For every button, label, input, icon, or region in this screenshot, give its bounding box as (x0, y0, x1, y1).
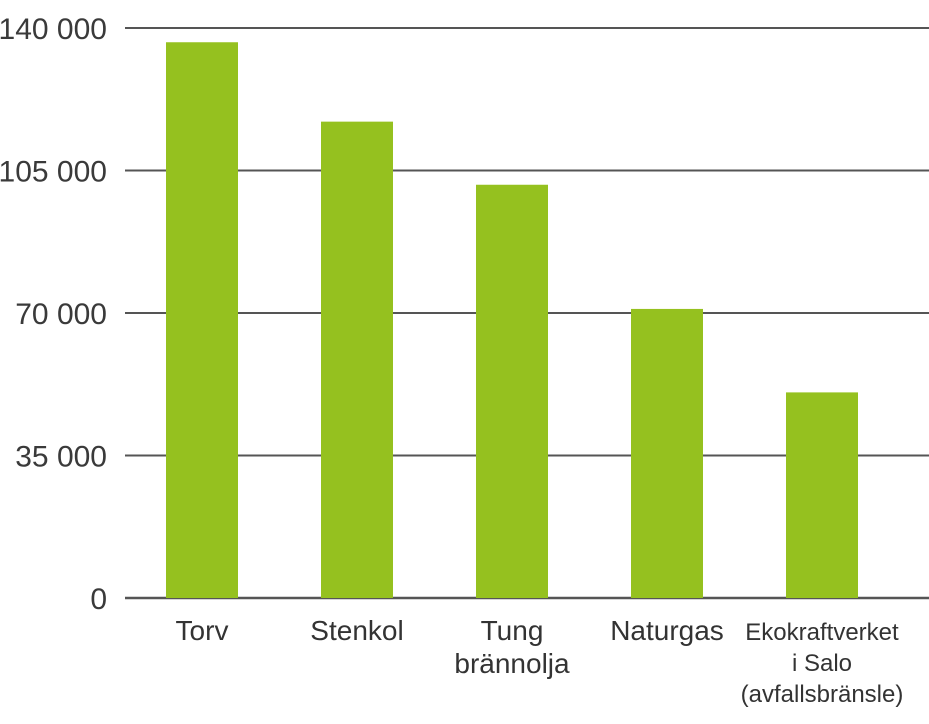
x-category-label-line: Ekokraftverket (745, 619, 899, 646)
bar (631, 308, 703, 598)
y-tick-label: 70 000 (15, 298, 107, 331)
bars (166, 42, 858, 599)
bar (476, 184, 548, 598)
x-category-label-line: (avfallsbränsle) (741, 681, 904, 708)
x-category-label-line: i Salo (792, 650, 852, 677)
y-tick-label: 35 000 (15, 441, 107, 474)
x-category-label: Torv (176, 615, 229, 646)
bar (786, 392, 858, 598)
x-category-label: Naturgas (610, 615, 724, 646)
y-tick-label: 0 (90, 583, 107, 616)
y-axis-tick-labels: 0 35 000 70 000 105 000 140 000 (0, 13, 107, 616)
x-category-label: Stenkol (310, 615, 403, 646)
y-tick-label: 105 000 (0, 156, 107, 189)
x-category-label: Tung brännolja (454, 615, 570, 679)
x-category-label-line: Torv (176, 615, 229, 646)
x-category-label-line: Naturgas (610, 615, 724, 646)
x-category-label-line: brännolja (454, 648, 570, 679)
x-axis-category-labels: Torv Stenkol Tung brännolja Naturgas Ekokraft… (176, 615, 904, 708)
x-category-label-line: Tung (481, 615, 544, 646)
bar (321, 121, 393, 599)
x-category-label-line: Stenkol (310, 615, 403, 646)
bar (166, 42, 238, 598)
x-category-label: Ekokraftverket i Salo (avfallsbränsle) (741, 619, 904, 708)
y-tick-label: 140 000 (0, 13, 107, 46)
